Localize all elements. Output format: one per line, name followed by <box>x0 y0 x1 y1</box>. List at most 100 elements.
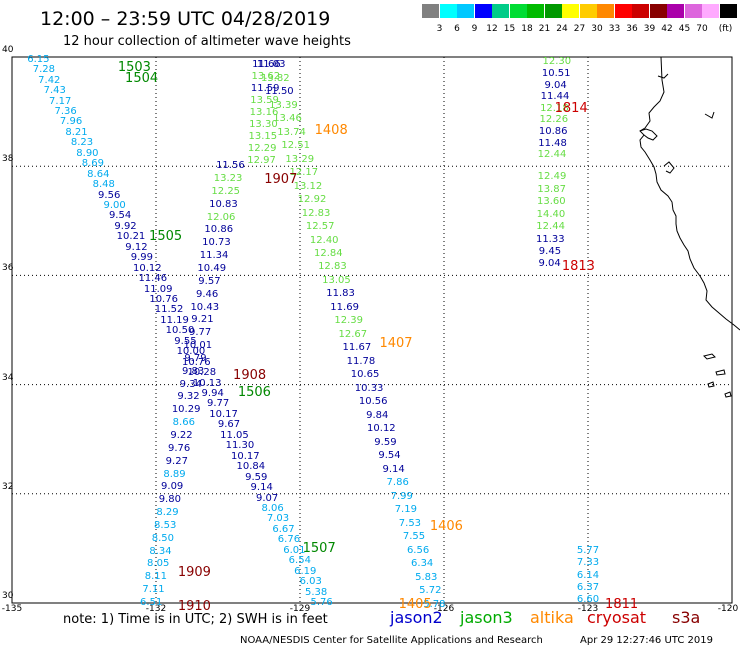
wave-height-value: 12.83 <box>301 207 331 219</box>
wave-height-value: 9.77 <box>188 327 212 339</box>
pass-number-label: 1408 <box>314 122 348 138</box>
wave-height-value: 11.83 <box>326 288 355 300</box>
wave-height-value: 13.30 <box>249 118 278 130</box>
wave-height-value: 6.60 <box>576 594 600 606</box>
pass-number-label: 1405 <box>398 596 432 612</box>
wave-height-value: 11.59 <box>250 83 280 95</box>
wave-height-value: 10.21 <box>116 231 146 243</box>
latitude-label: 38 <box>2 154 14 165</box>
wave-height-value: 10.83 <box>209 198 238 210</box>
wave-height-value: 10.12 <box>367 423 396 435</box>
wave-height-value: 8.06 <box>261 502 284 514</box>
map-border <box>11 56 733 604</box>
pass-number-label: 1813 <box>561 259 595 275</box>
wave-height-value: 6.54 <box>288 555 311 567</box>
wave-height-value: 10.76 <box>149 294 178 306</box>
wave-height-value: 13.12 <box>293 180 323 192</box>
longitude-label: -129 <box>289 604 311 614</box>
wave-height-value: 13.15 <box>248 130 278 142</box>
colorbar-tick-label: (ft) <box>718 24 733 34</box>
wave-height-value: 9.99 <box>130 252 154 264</box>
wave-height-value: 13.46 <box>273 113 302 125</box>
colorbar-swatch <box>702 4 719 18</box>
wave-height-value: 9.79 <box>184 352 207 364</box>
colorbar-swatch <box>474 4 492 18</box>
pass-number-label: 1814 <box>554 100 588 116</box>
wave-height-value: 9.59 <box>245 471 268 483</box>
wave-height-value: 9.84 <box>366 409 389 421</box>
colorbar-swatch <box>439 4 457 18</box>
colorbar-tick-label: 39 <box>643 24 656 34</box>
wave-height-value: 6.67 <box>272 523 295 535</box>
wave-height-value: 6.37 <box>576 581 600 593</box>
wave-height-value: 7.55 <box>402 531 426 543</box>
wave-height-value: 11.09 <box>143 283 173 295</box>
colorbar-swatch <box>614 4 632 18</box>
colorbar-swatch <box>527 4 544 18</box>
wave-height-value: 9.83 <box>181 365 205 377</box>
colorbar-swatch <box>492 4 509 18</box>
wave-height-value: 10.12 <box>132 262 162 274</box>
wave-height-value: 11.52 <box>154 304 184 316</box>
wave-height-value: 10.13 <box>192 377 222 389</box>
wave-height-value: 11.78 <box>346 355 376 367</box>
colorbar-swatch <box>719 4 737 18</box>
wave-height-value: 10.50 <box>165 325 195 337</box>
channel-islands <box>703 353 732 398</box>
wave-height-value: 12.06 <box>206 211 236 223</box>
wave-height-value: 9.77 <box>206 398 230 410</box>
wave-height-value: 9.14 <box>382 463 405 475</box>
colorbar-tick-label: 6 <box>454 24 460 34</box>
latitude-label: 30 <box>2 591 14 601</box>
wave-height-value: 9.57 <box>198 275 221 287</box>
colorbar-tick-label: 27 <box>573 24 586 34</box>
wave-height-value: 9.56 <box>98 189 121 201</box>
wave-height-value: 12.51 <box>281 140 310 152</box>
wave-height-value: 8.53 <box>154 519 177 531</box>
wave-height-value: 7.19 <box>394 504 417 516</box>
colorbar-tick-label: 70 <box>696 24 708 34</box>
wave-height-value: 10.17 <box>231 450 260 462</box>
colorbar-tick-label: 21 <box>538 24 551 34</box>
wave-height-value: 5.76 <box>310 597 333 608</box>
colorbar-tick-label: 36 <box>626 24 638 34</box>
wave-height-value: 13.23 <box>213 173 243 185</box>
wave-height-value: 6.15 <box>27 53 50 65</box>
wave-height-value: 13.62 <box>251 71 281 83</box>
wave-height-value: 10.84 <box>236 461 266 473</box>
wave-height-value: 9.27 <box>165 455 188 467</box>
colorbar-tick-label: 9 <box>471 24 478 34</box>
wave-height-value: 12.26 <box>539 114 569 126</box>
wave-height-value: 10.43 <box>190 301 220 313</box>
wave-height-value: 13.05 <box>322 274 351 286</box>
legend-entry-altika: altika <box>530 608 574 627</box>
wave-height-value: 5.83 <box>415 571 438 583</box>
wave-height-value: 13.39 <box>269 99 298 111</box>
latitude-label: 34 <box>2 372 14 383</box>
wave-height-value: 8.34 <box>149 545 172 557</box>
wave-height-value: 8.05 <box>147 558 170 570</box>
pass-number-label: 1505 <box>149 229 183 245</box>
wave-height-value: 13.60 <box>536 196 566 208</box>
wave-height-value: 7.28 <box>32 64 55 76</box>
footer-note: note: 1) Time is in UTC; 2) SWH is in fe… <box>63 612 328 627</box>
colorbar-swatch <box>597 4 614 18</box>
wave-height-value: 12.49 <box>537 171 567 183</box>
wave-height-value: 10.17 <box>209 408 238 420</box>
pass-number-label: 1507 <box>302 541 336 557</box>
colorbar-swatch <box>579 4 597 18</box>
wave-height-value: 11.69 <box>330 301 359 313</box>
wave-height-value: 9.45 <box>538 246 562 257</box>
longitude-label: -126 <box>433 604 455 614</box>
legend-entry-jason3: jason3 <box>460 608 513 627</box>
wave-height-value: 9.32 <box>177 391 200 403</box>
pass-number-label: 1811 <box>605 596 639 612</box>
latitude-label: 36 <box>2 263 14 274</box>
wave-height-value: 12.18 <box>540 102 569 114</box>
wave-height-value: 5.78 <box>423 598 446 610</box>
wave-height-value: 10.01 <box>183 340 213 352</box>
longitude-label: -120 <box>717 604 739 614</box>
bay-outline <box>639 128 675 174</box>
wave-height-value: 9.14 <box>250 482 273 494</box>
wave-height-value: 11.66 <box>252 59 281 71</box>
